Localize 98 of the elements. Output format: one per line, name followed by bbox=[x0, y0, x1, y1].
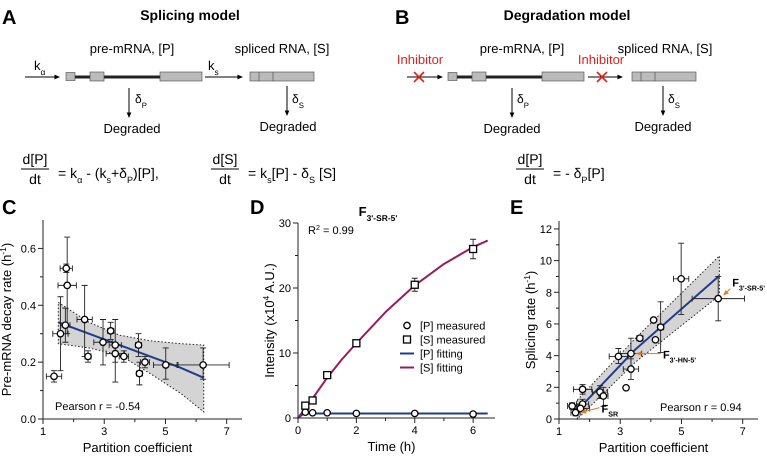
point bbox=[56, 330, 64, 338]
text: D bbox=[250, 197, 264, 219]
point bbox=[714, 294, 722, 302]
text: A bbox=[2, 7, 16, 29]
y-tick-label: 20 bbox=[278, 283, 291, 295]
text: = k$_{s}$[P] - δ$_{S}$ [S] bbox=[248, 165, 336, 185]
x-axis-title: Partition coefficient bbox=[598, 440, 709, 455]
y-tick-label: 8 bbox=[546, 287, 552, 300]
text: δ$_{P}$ bbox=[517, 92, 529, 110]
point bbox=[614, 352, 622, 360]
text: d[S] bbox=[212, 151, 238, 167]
text: k$_{α}$ bbox=[34, 58, 46, 77]
point bbox=[410, 280, 419, 289]
x-tick-label: 3 bbox=[617, 426, 624, 438]
x-axis-title: Partition coefficient bbox=[82, 440, 193, 455]
x-tick-label: 6 bbox=[470, 425, 476, 437]
point bbox=[352, 339, 361, 348]
y-tick-label: 2 bbox=[546, 382, 552, 394]
point bbox=[308, 396, 317, 405]
text: dt bbox=[219, 171, 231, 187]
text: B bbox=[395, 7, 410, 29]
text: E bbox=[510, 197, 524, 219]
y-tick-label: 6 bbox=[546, 318, 552, 331]
y-tick-label: 0.2 bbox=[20, 357, 36, 370]
point bbox=[468, 244, 478, 254]
text: spliced RNA, [S] bbox=[234, 41, 330, 56]
x-tick-label: 1 bbox=[40, 426, 46, 438]
point bbox=[410, 410, 419, 418]
y-tick-label: 0.6 bbox=[20, 243, 36, 256]
point bbox=[162, 361, 170, 369]
point bbox=[352, 410, 360, 418]
y-tick-label: 10 bbox=[540, 256, 552, 268]
point bbox=[301, 402, 310, 410]
point bbox=[63, 282, 72, 290]
point bbox=[111, 341, 120, 349]
y-tick-label: 30 bbox=[278, 218, 291, 230]
annotation: F$_{3'-HN-5'}$ bbox=[662, 350, 696, 365]
y-tick-label: 10 bbox=[278, 348, 291, 360]
line-series bbox=[297, 240, 489, 419]
text: Degraded bbox=[259, 119, 317, 134]
x-tick-label: 0 bbox=[294, 425, 302, 437]
point bbox=[323, 370, 332, 380]
point bbox=[627, 365, 635, 373]
x-tick-label: 2 bbox=[353, 425, 360, 437]
text: Inhibitor bbox=[396, 52, 444, 67]
text: Degraded bbox=[483, 121, 541, 136]
y-tick-label: 0.4 bbox=[20, 300, 36, 312]
chart-title: F$_{3'-SR-5'}$ bbox=[358, 204, 398, 223]
y-tick-label: 0.0 bbox=[20, 414, 36, 426]
point bbox=[199, 361, 207, 369]
point bbox=[677, 274, 686, 283]
text: d[P] bbox=[518, 151, 542, 167]
point bbox=[323, 408, 332, 417]
text: Degraded bbox=[103, 121, 161, 136]
text: = k$_{α}$ - (k$_{s}$+δ$_{P}$)[P], bbox=[58, 165, 159, 185]
annotation: F$_{SR}$ bbox=[602, 404, 620, 419]
x-tick-label: 5 bbox=[678, 426, 685, 438]
text: Degradation model bbox=[504, 7, 630, 23]
text: dt bbox=[29, 171, 41, 187]
text: C bbox=[2, 197, 16, 219]
legend-label: [P] measured bbox=[420, 320, 486, 332]
annotation: F$_{3'-SR-5'}$ bbox=[732, 278, 766, 293]
x-tick-label: 4 bbox=[412, 425, 418, 437]
text: δ$_{S}$ bbox=[292, 92, 304, 110]
text: pre-mRNA, [P] bbox=[480, 41, 564, 56]
point bbox=[308, 408, 316, 417]
y-tick-label: 0 bbox=[546, 414, 552, 426]
annotation: R$^{2}$ = 0.99 bbox=[308, 224, 354, 237]
y-tick-label: 12 bbox=[540, 224, 552, 236]
text: = - δ$_{P}$[P] bbox=[553, 165, 605, 185]
point bbox=[627, 350, 635, 358]
line-series bbox=[57, 321, 205, 379]
point bbox=[99, 338, 107, 346]
text: Splicing model bbox=[140, 7, 240, 23]
x-axis-title: Time (h) bbox=[368, 439, 416, 454]
annotation: Pearson r = 0.94 bbox=[660, 402, 742, 414]
text: Degraded bbox=[634, 119, 692, 134]
point bbox=[469, 410, 477, 418]
x-tick-label: 7 bbox=[740, 426, 746, 438]
x-tick-label: 1 bbox=[556, 426, 562, 438]
y-tick-label: 4 bbox=[546, 350, 552, 363]
text: dt bbox=[524, 171, 536, 187]
legend-label: [S] measured bbox=[420, 334, 486, 346]
annotation: Pearson r = -0.54 bbox=[55, 401, 140, 413]
legend-label: [P] fitting bbox=[420, 348, 463, 360]
point bbox=[111, 350, 120, 358]
text: δ$_{P}$ bbox=[135, 92, 147, 110]
x-tick-label: 3 bbox=[101, 426, 108, 438]
x-tick-label: 5 bbox=[162, 426, 169, 438]
point bbox=[80, 316, 88, 324]
legend-label: [S] fitting bbox=[420, 362, 463, 374]
text: pre-mRNA, [P] bbox=[90, 41, 174, 56]
text: d[P] bbox=[22, 151, 48, 167]
point bbox=[50, 372, 58, 380]
text: k$_{s}$ bbox=[208, 58, 219, 77]
y-tick-label: 0 bbox=[284, 413, 291, 425]
text: δ$_{S}$ bbox=[668, 92, 680, 110]
x-tick-label: 7 bbox=[224, 426, 230, 438]
